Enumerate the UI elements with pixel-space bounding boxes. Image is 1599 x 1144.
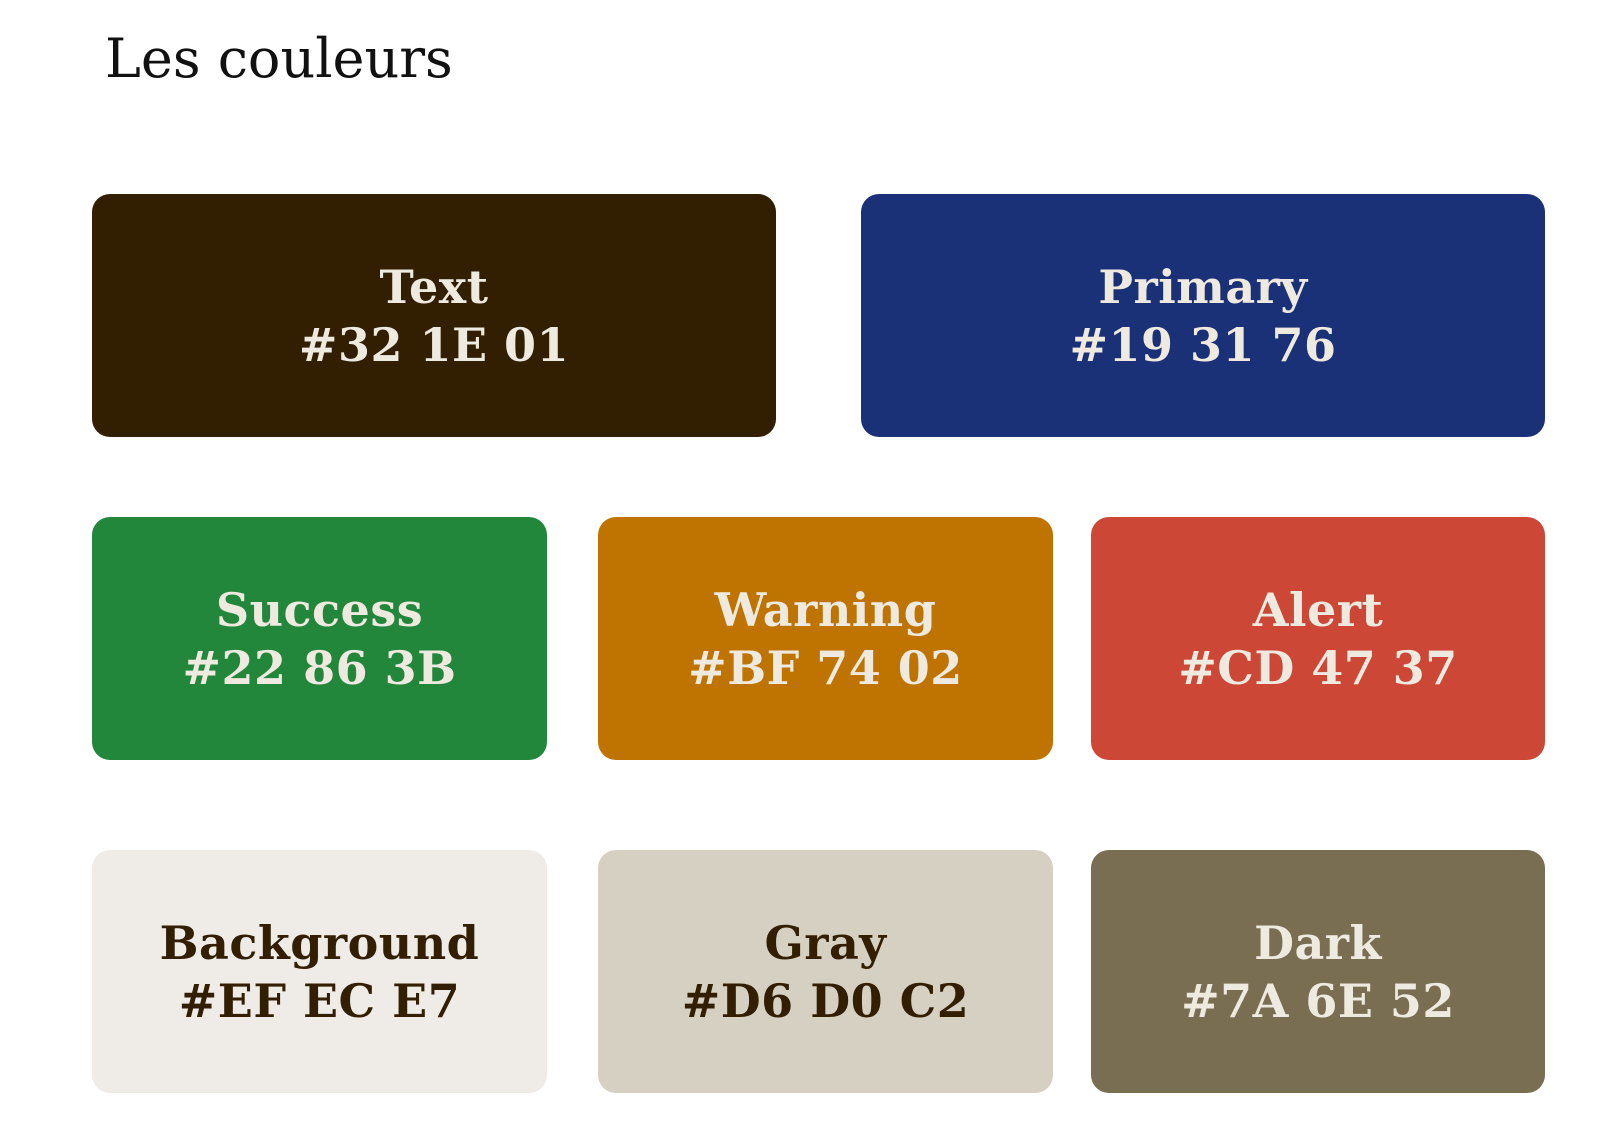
swatch-gray: Gray #D6 D0 C2 — [598, 850, 1053, 1093]
swatch-name: Dark — [1254, 915, 1382, 970]
swatch-hex: #EF EC E7 — [178, 973, 461, 1028]
swatch-background: Background #EF EC E7 — [92, 850, 547, 1093]
swatch-text: Text #32 1E 01 — [92, 194, 776, 437]
swatch-alert: Alert #CD 47 37 — [1091, 517, 1545, 760]
swatch-warning: Warning #BF 74 02 — [598, 517, 1053, 760]
swatch-name: Background — [159, 915, 480, 970]
swatch-name: Warning — [714, 582, 937, 637]
swatch-name: Success — [215, 582, 424, 637]
swatch-name: Primary — [1098, 259, 1308, 314]
swatch-hex: #D6 D0 C2 — [681, 973, 970, 1028]
swatch-dark: Dark #7A 6E 52 — [1091, 850, 1545, 1093]
swatch-success: Success #22 86 3B — [92, 517, 547, 760]
swatch-hex: #22 86 3B — [182, 640, 457, 695]
page-title: Les couleurs — [105, 27, 453, 90]
swatch-primary: Primary #19 31 76 — [861, 194, 1545, 437]
swatch-hex: #19 31 76 — [1069, 317, 1337, 372]
swatch-hex: #32 1E 01 — [298, 317, 570, 372]
swatch-hex: #CD 47 37 — [1178, 640, 1458, 695]
swatch-name: Gray — [764, 915, 887, 970]
swatch-name: Alert — [1252, 582, 1384, 637]
swatch-hex: #7A 6E 52 — [1181, 973, 1455, 1028]
swatch-name: Text — [379, 259, 489, 314]
swatch-hex: #BF 74 02 — [688, 640, 963, 695]
